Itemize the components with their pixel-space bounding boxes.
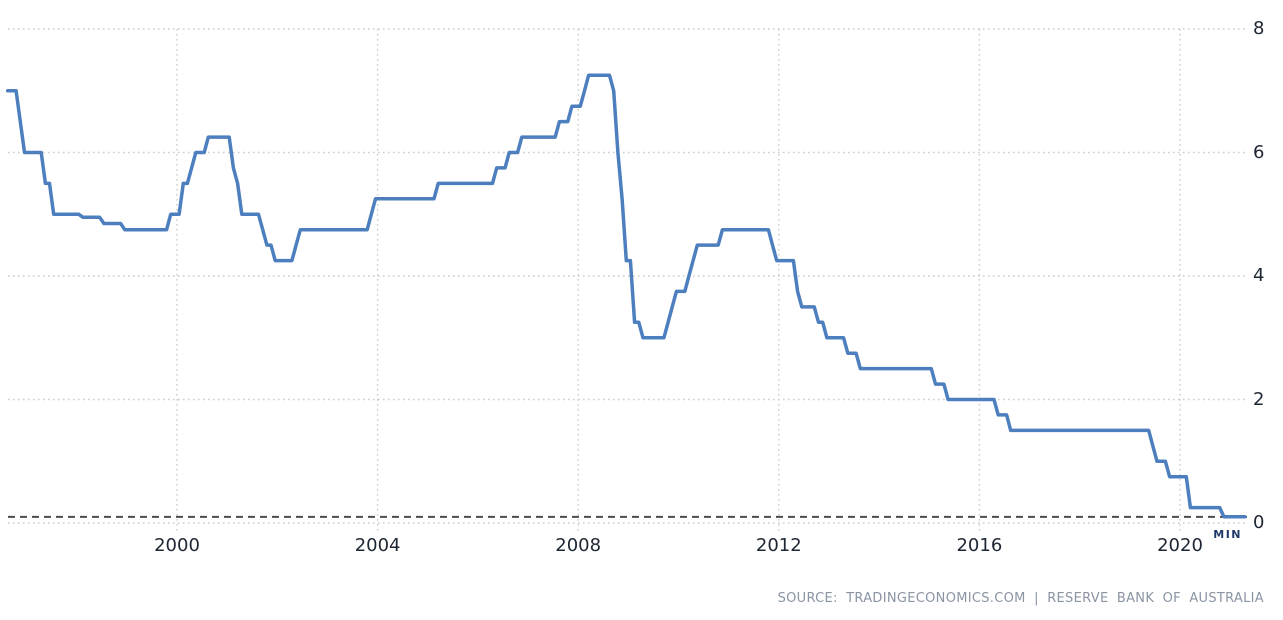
source-text: SOURCE: TRADINGECONOMICS.COM | RESERVE B… (777, 591, 1264, 606)
x-tick-label-2000: 2000 (154, 535, 200, 556)
y-tick-label-0: 0 (1253, 512, 1265, 533)
y-tick-label-2: 2 (1253, 388, 1265, 410)
rate-line-series (5, 73, 1247, 519)
x-tick-label-2012: 2012 (755, 535, 802, 556)
y-tick-label-4: 4 (1253, 265, 1265, 286)
x-tick-label-2004: 2004 (354, 535, 401, 556)
x-tick-label-2016: 2016 (956, 535, 1003, 556)
y-tick-label-6: 6 (1253, 141, 1265, 163)
x-tick-label-2020: 2020 (1157, 535, 1203, 556)
min-marker-label: MIN (1213, 528, 1242, 541)
y-tick-label-8: 8 (1253, 18, 1265, 39)
x-tick-label-2008: 2008 (555, 535, 602, 556)
